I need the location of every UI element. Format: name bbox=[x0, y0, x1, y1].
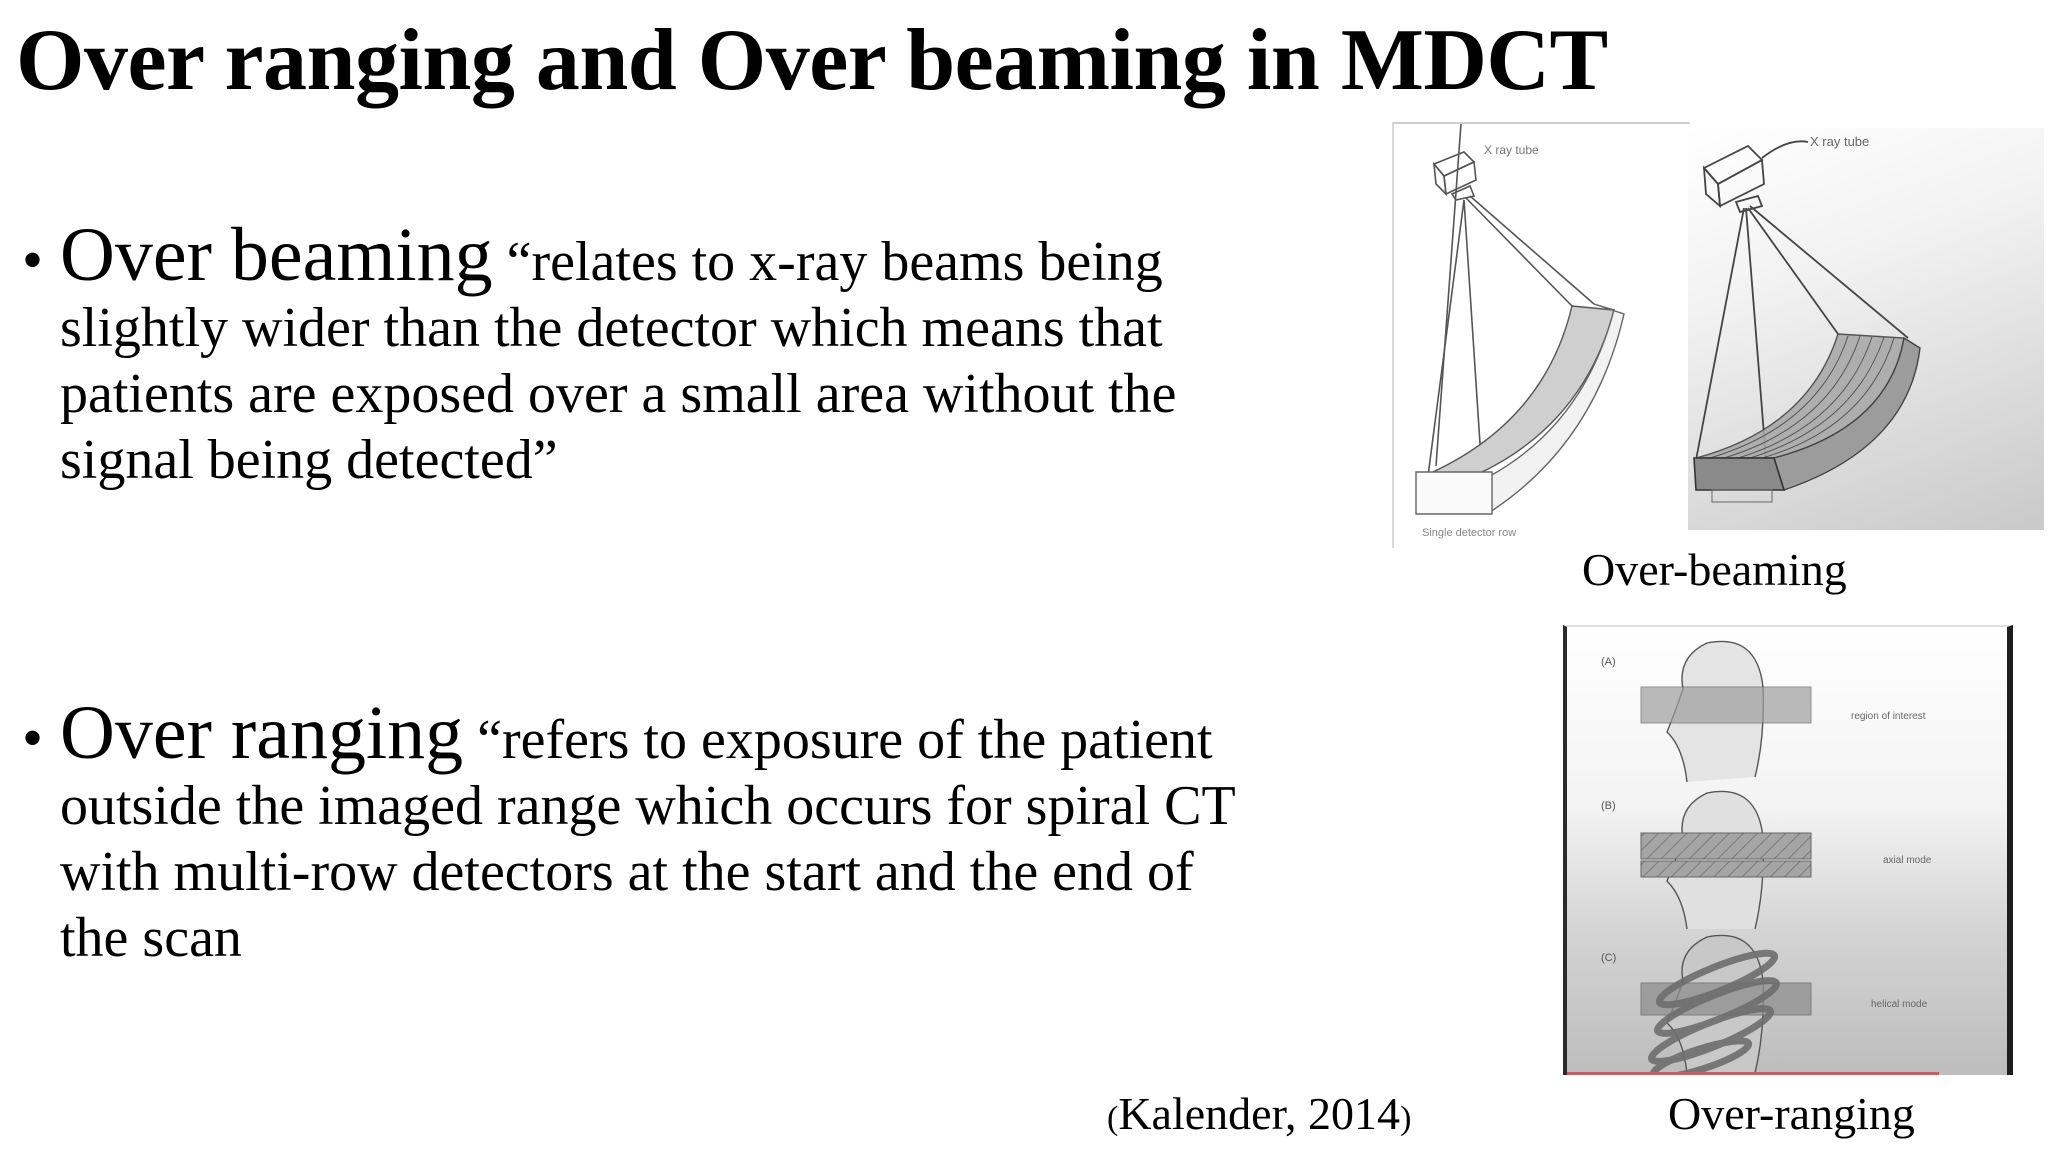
bullet-quote-line: with multi-row detectors at the start an… bbox=[60, 841, 1194, 903]
bullet-over-ranging: • Over ranging “refers to exposure of the… bbox=[22, 695, 1352, 971]
bullet-quote-line: the scan bbox=[60, 907, 242, 969]
detector-label: Single detector row bbox=[1422, 527, 1516, 539]
over-beaming-caption: Over-beaming bbox=[1582, 544, 1847, 595]
ct-single-row-illustration: X ray tube Single detector row bbox=[1415, 124, 1625, 539]
panel-label: region of interest bbox=[1851, 711, 1926, 722]
bullet-term: Over ranging bbox=[60, 691, 464, 775]
panel-tag: (B) bbox=[1601, 800, 1616, 812]
panel-label: helical mode bbox=[1871, 999, 1928, 1010]
ct-multi-row-illustration: X ray tube bbox=[1693, 134, 1921, 503]
bullet-quote-line: outside the imaged range which occurs fo… bbox=[60, 775, 1236, 837]
bullet-over-beaming: • Over beaming “relates to x-ray beams be… bbox=[22, 217, 1352, 493]
underline-accent bbox=[1567, 1072, 1939, 1075]
single-detector-row-diagram: X ray tube Single detector row bbox=[1392, 122, 1690, 548]
bullet-first-line: • Over ranging “refers to exposure of the… bbox=[22, 695, 1352, 773]
panel-a: (A) region of interest bbox=[1601, 640, 1926, 783]
over-ranging-diagram: (A) region of interest (B) axial mode (C… bbox=[1563, 625, 2013, 1075]
panel-tag: (A) bbox=[1601, 656, 1616, 668]
head-scan-modes-illustration: (A) region of interest (B) axial mode (C… bbox=[1601, 640, 1932, 1075]
panel-c: (C) helical mode bbox=[1601, 934, 1928, 1075]
panel-b: (B) axial mode bbox=[1601, 790, 1932, 930]
bullet-term: Over beaming bbox=[60, 213, 493, 297]
over-ranging-caption: Over-ranging bbox=[1668, 1088, 1915, 1139]
bullet-quote-line: patients are exposed over a small area w… bbox=[60, 363, 1177, 425]
bullet-quote-line: slightly wider than the detector which m… bbox=[60, 297, 1163, 359]
citation-text: Kalender, 2014 bbox=[1118, 1088, 1401, 1139]
citation-open-paren: ( bbox=[1107, 1100, 1119, 1137]
bullet-quote-line: “refers to exposure of the patient bbox=[477, 709, 1213, 771]
panel-label: axial mode bbox=[1883, 855, 1932, 866]
bullet-first-line: • Over beaming “relates to x-ray beams be… bbox=[22, 217, 1352, 295]
citation: (Kalender, 2014) bbox=[1107, 1087, 1411, 1146]
multi-detector-row-diagram: X ray tube bbox=[1688, 128, 2044, 530]
bullet-icon: • bbox=[22, 705, 44, 771]
citation-close-paren: ) bbox=[1400, 1100, 1412, 1137]
bullet-quote-line: signal being detected” bbox=[60, 429, 558, 491]
slide-title: Over ranging and Over beaming in MDCT bbox=[16, 12, 1608, 109]
tube-label: X ray tube bbox=[1484, 143, 1539, 157]
bullet-icon: • bbox=[22, 227, 44, 293]
tube-label: X ray tube bbox=[1810, 134, 1869, 149]
panel-tag: (C) bbox=[1601, 952, 1616, 964]
bullet-quote-line: “relates to x-ray beams being bbox=[506, 231, 1163, 293]
